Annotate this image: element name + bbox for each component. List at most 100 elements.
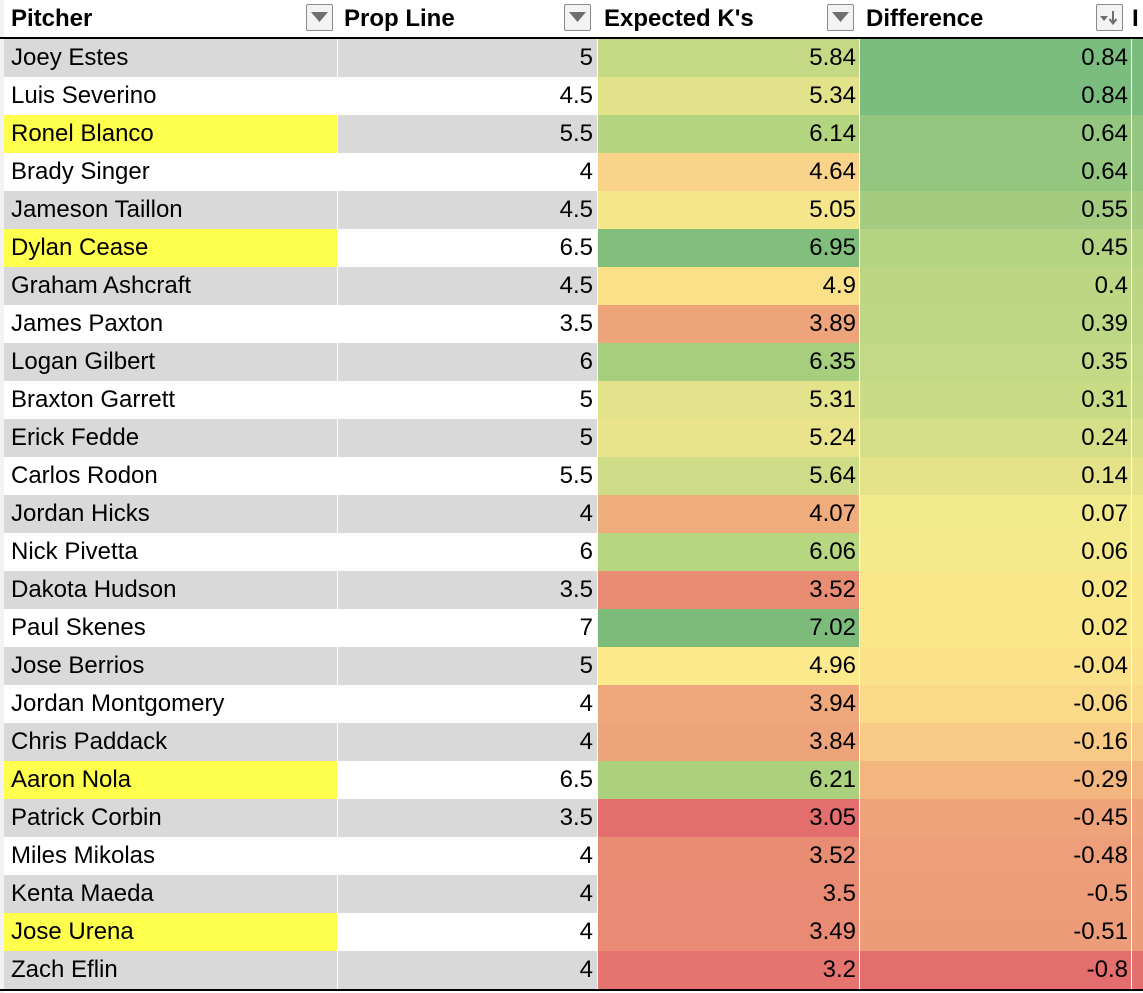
pitcher-name-cell[interactable]: Logan Gilbert (4, 343, 337, 381)
prop-line-cell[interactable]: 4 (338, 153, 597, 191)
extra-column-cell[interactable] (1132, 837, 1143, 875)
expected-ks-cell[interactable]: 4.64 (598, 153, 859, 191)
expected-ks-cell[interactable]: 4.96 (598, 647, 859, 685)
pitcher-name-cell[interactable]: Jordan Hicks (4, 495, 337, 533)
prop-line-cell[interactable]: 4.5 (338, 77, 597, 115)
prop-line-cell[interactable]: 6 (338, 533, 597, 571)
expected-ks-cell[interactable]: 3.94 (598, 685, 859, 723)
difference-cell[interactable]: 0.02 (860, 571, 1131, 609)
pitcher-name-cell[interactable]: Chris Paddack (4, 723, 337, 761)
difference-cell[interactable]: -0.48 (860, 837, 1131, 875)
difference-cell[interactable]: 0.64 (860, 115, 1131, 153)
pitcher-name-cell[interactable]: Jose Urena (4, 913, 337, 951)
prop-line-cell[interactable]: 4.5 (338, 267, 597, 305)
extra-column-cell[interactable] (1132, 229, 1143, 267)
pitcher-name-cell[interactable]: Zach Eflin (4, 951, 337, 989)
extra-column-cell[interactable] (1132, 951, 1143, 989)
prop-line-cell[interactable]: 5 (338, 39, 597, 77)
prop-line-cell[interactable]: 4 (338, 723, 597, 761)
expected-ks-cell[interactable]: 5.31 (598, 381, 859, 419)
difference-cell[interactable]: 0.4 (860, 267, 1131, 305)
prop-line-cell[interactable]: 4 (338, 913, 597, 951)
prop-line-cell[interactable]: 5 (338, 647, 597, 685)
expected-ks-cell[interactable]: 3.2 (598, 951, 859, 989)
header-expected-ks[interactable]: Expected K's (598, 0, 859, 38)
pitcher-name-cell[interactable]: Kenta Maeda (4, 875, 337, 913)
expected-ks-cell[interactable]: 6.14 (598, 115, 859, 153)
pitcher-name-cell[interactable]: Paul Skenes (4, 609, 337, 647)
difference-cell[interactable]: 0.84 (860, 77, 1131, 115)
header-prop-line[interactable]: Prop Line (338, 0, 597, 38)
pitcher-name-cell[interactable]: Joey Estes (4, 39, 337, 77)
prop-line-cell[interactable]: 6 (338, 343, 597, 381)
prop-line-cell[interactable]: 3.5 (338, 305, 597, 343)
prop-line-cell[interactable]: 5 (338, 381, 597, 419)
expected-ks-cell[interactable]: 6.06 (598, 533, 859, 571)
pitcher-name-cell[interactable]: Ronel Blanco (4, 115, 337, 153)
extra-column-cell[interactable] (1132, 495, 1143, 533)
difference-cell[interactable]: -0.16 (860, 723, 1131, 761)
extra-column-cell[interactable] (1132, 647, 1143, 685)
difference-cell[interactable]: 0.45 (860, 229, 1131, 267)
extra-column-cell[interactable] (1132, 381, 1143, 419)
expected-ks-cell[interactable]: 7.02 (598, 609, 859, 647)
header-extra-column[interactable]: I (1132, 0, 1143, 38)
expected-ks-cell[interactable]: 3.52 (598, 837, 859, 875)
header-difference[interactable]: Difference (860, 0, 1131, 38)
pitcher-name-cell[interactable]: Dakota Hudson (4, 571, 337, 609)
prop-line-cell[interactable]: 4 (338, 837, 597, 875)
expected-ks-filter-dropdown-icon[interactable] (827, 4, 854, 31)
pitcher-name-cell[interactable]: Carlos Rodon (4, 457, 337, 495)
expected-ks-cell[interactable]: 5.84 (598, 39, 859, 77)
prop-line-cell[interactable]: 3.5 (338, 571, 597, 609)
extra-column-cell[interactable] (1132, 77, 1143, 115)
prop-line-cell[interactable]: 4 (338, 685, 597, 723)
difference-cell[interactable]: 0.06 (860, 533, 1131, 571)
difference-cell[interactable]: 0.39 (860, 305, 1131, 343)
prop-line-cell[interactable]: 6.5 (338, 229, 597, 267)
difference-cell[interactable]: 0.84 (860, 39, 1131, 77)
expected-ks-cell[interactable]: 4.9 (598, 267, 859, 305)
pitcher-name-cell[interactable]: Miles Mikolas (4, 837, 337, 875)
pitcher-name-cell[interactable]: Jordan Montgomery (4, 685, 337, 723)
expected-ks-cell[interactable]: 4.07 (598, 495, 859, 533)
extra-column-cell[interactable] (1132, 913, 1143, 951)
prop-line-cell[interactable]: 5.5 (338, 115, 597, 153)
expected-ks-cell[interactable]: 5.34 (598, 77, 859, 115)
difference-cell[interactable]: 0.02 (860, 609, 1131, 647)
difference-cell[interactable]: 0.55 (860, 191, 1131, 229)
pitcher-name-cell[interactable]: Patrick Corbin (4, 799, 337, 837)
difference-cell[interactable]: 0.31 (860, 381, 1131, 419)
expected-ks-cell[interactable]: 5.24 (598, 419, 859, 457)
pitcher-name-cell[interactable]: Aaron Nola (4, 761, 337, 799)
expected-ks-cell[interactable]: 6.35 (598, 343, 859, 381)
pitcher-filter-dropdown-icon[interactable] (306, 4, 333, 31)
prop-line-cell[interactable]: 4.5 (338, 191, 597, 229)
prop-line-cell[interactable]: 4 (338, 875, 597, 913)
extra-column-cell[interactable] (1132, 723, 1143, 761)
extra-column-cell[interactable] (1132, 799, 1143, 837)
prop-line-cell[interactable]: 5.5 (338, 457, 597, 495)
difference-cell[interactable]: 0.14 (860, 457, 1131, 495)
extra-column-cell[interactable] (1132, 191, 1143, 229)
difference-cell[interactable]: -0.29 (860, 761, 1131, 799)
expected-ks-cell[interactable]: 3.5 (598, 875, 859, 913)
pitcher-name-cell[interactable]: Erick Fedde (4, 419, 337, 457)
extra-column-cell[interactable] (1132, 609, 1143, 647)
extra-column-cell[interactable] (1132, 761, 1143, 799)
prop-line-filter-dropdown-icon[interactable] (564, 4, 591, 31)
prop-line-cell[interactable]: 3.5 (338, 799, 597, 837)
extra-column-cell[interactable] (1132, 685, 1143, 723)
difference-cell[interactable]: 0.64 (860, 153, 1131, 191)
pitcher-name-cell[interactable]: Jose Berrios (4, 647, 337, 685)
pitcher-name-cell[interactable]: Braxton Garrett (4, 381, 337, 419)
difference-cell[interactable]: 0.07 (860, 495, 1131, 533)
expected-ks-cell[interactable]: 3.05 (598, 799, 859, 837)
difference-cell[interactable]: -0.5 (860, 875, 1131, 913)
extra-column-cell[interactable] (1132, 115, 1143, 153)
difference-cell[interactable]: 0.35 (860, 343, 1131, 381)
expected-ks-cell[interactable]: 5.05 (598, 191, 859, 229)
expected-ks-cell[interactable]: 6.21 (598, 761, 859, 799)
difference-cell[interactable]: 0.24 (860, 419, 1131, 457)
prop-line-cell[interactable]: 4 (338, 951, 597, 989)
